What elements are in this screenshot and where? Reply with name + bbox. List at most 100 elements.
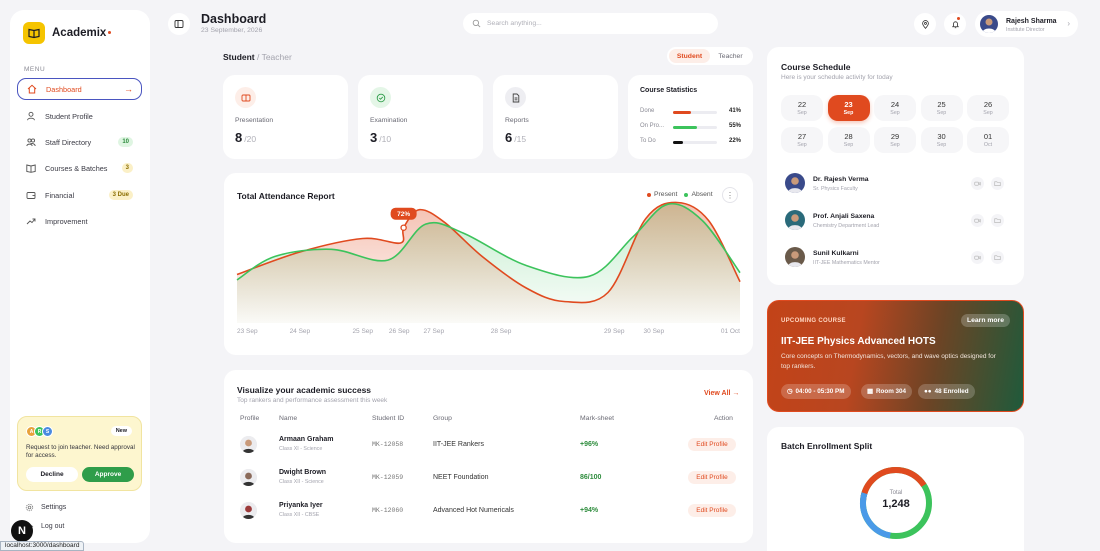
book-icon (26, 163, 36, 173)
presentation-icon (235, 87, 256, 108)
trending-icon (26, 216, 36, 226)
date-chip[interactable]: 26 Sep (967, 95, 1009, 121)
avatar (240, 469, 257, 486)
logo[interactable] (23, 22, 45, 44)
x-tick-label: 01 Oct (721, 328, 740, 335)
legend-swatch-present (647, 192, 651, 197)
video-call-button[interactable] (971, 251, 984, 264)
donut-segment-blue (860, 467, 932, 539)
enrolled-chip: ●● 48 Enrolled (918, 384, 975, 399)
progress-track (673, 141, 717, 144)
date-month: Oct (983, 142, 993, 148)
total-label: Total (889, 490, 903, 496)
location-button[interactable] (914, 13, 936, 35)
legend-present: Present (654, 191, 678, 198)
video-icon (974, 181, 981, 186)
user-icon (26, 111, 36, 121)
sidebar: Academix MENU Dashboard → Student Profil… (10, 10, 150, 543)
segment-student[interactable]: Student (669, 49, 710, 63)
search-bar[interactable] (463, 13, 718, 34)
edit-profile-button[interactable]: Edit Profile (688, 438, 736, 451)
sidebar-item-student-profile[interactable]: Student Profile (17, 105, 142, 127)
sidebar-item-dashboard[interactable]: Dashboard → (17, 78, 142, 100)
sidebar-item-label: Student Profile (45, 111, 93, 121)
document-icon (505, 87, 526, 108)
date-chip[interactable]: 23 Sep (827, 95, 870, 121)
tutor-name: Dr. Rajesh Verma (813, 176, 869, 183)
room-label: Room 304 (875, 388, 907, 395)
message-button[interactable] (991, 214, 1004, 227)
video-call-button[interactable] (971, 214, 984, 227)
home-icon (27, 84, 37, 94)
date-day: 25 (937, 100, 946, 109)
date-chip[interactable]: 27 Sep (781, 127, 823, 153)
courses-count-badge: 3 (121, 163, 133, 173)
sidebar-item-improvement[interactable]: Improvement (17, 210, 142, 232)
tutor-role: Sr. Physics Faculty (813, 186, 858, 192)
mark-sheet-value: 86/100 (580, 474, 602, 481)
academic-subtitle: Top rankers and performance assessment t… (237, 397, 388, 404)
stat-label: Reports (505, 117, 529, 124)
upcoming-tag: UPCOMING COURSE (781, 318, 846, 324)
video-call-button[interactable] (971, 177, 984, 190)
date-chip[interactable]: 24 Sep (874, 95, 916, 121)
search-input[interactable] (487, 20, 687, 27)
user-profile-menu[interactable]: Rajesh Sharma Institute Director › (975, 11, 1078, 37)
avatar (785, 173, 805, 193)
message-button[interactable] (991, 251, 1004, 264)
date-chip[interactable]: 30 Sep (920, 127, 963, 153)
settings-link[interactable]: Settings (25, 503, 66, 512)
avatar: S (42, 426, 53, 437)
view-all-link[interactable]: View All → (704, 390, 740, 397)
stat-card-examination[interactable]: Examination 3/10 (358, 75, 483, 159)
student-group: IIT-JEE Rankers (433, 441, 484, 448)
sidebar-item-courses-batches[interactable]: Courses & Batches 3 (17, 157, 142, 179)
date-month: Sep (797, 110, 807, 116)
column-header: Profile (240, 415, 260, 422)
batch-enrollment-card (767, 427, 1024, 551)
user-role: Institute Director (1006, 27, 1045, 33)
avatar (240, 502, 257, 519)
line-absent (236, 202, 741, 281)
sidebar-item-label: Courses & Batches (45, 163, 108, 173)
row-percent: 22% (728, 138, 741, 144)
edit-profile-button[interactable]: Edit Profile (688, 504, 736, 517)
enrollment-donut (860, 467, 932, 539)
date-chip[interactable]: 29 Sep (874, 127, 916, 153)
date-chip[interactable]: 01 Oct (967, 127, 1009, 153)
decline-button[interactable]: Decline (26, 467, 78, 482)
date-day: 24 (890, 100, 900, 109)
date-chip[interactable]: 22 Sep (781, 95, 823, 121)
student-group: Advanced Hot Numericals (433, 507, 514, 514)
line-present (236, 201, 741, 304)
approve-button[interactable]: Approve (82, 467, 134, 482)
video-icon (974, 218, 981, 223)
bell-icon (951, 20, 959, 28)
sidebar-item-staff-directory[interactable]: Staff Directory 10 (17, 131, 142, 153)
stat-label: Examination (370, 117, 408, 124)
academic-title: Visualize your academic success (237, 385, 372, 395)
stat-card-reports[interactable]: Reports 6/15 (493, 75, 618, 159)
notification-button[interactable] (944, 13, 966, 35)
video-icon (974, 255, 981, 260)
sidebar-item-label: Financial (45, 190, 75, 200)
stat-card-presentation[interactable]: Presentation 8/20 (223, 75, 348, 159)
sidebar-toggle-button[interactable] (168, 13, 190, 35)
date-chip[interactable]: 28 Sep (827, 127, 870, 153)
edit-profile-button[interactable]: Edit Profile (688, 471, 736, 484)
staff-count-badge: 10 (118, 137, 133, 147)
arrow-right-icon: → (124, 84, 133, 94)
chart-legend: Present Absent (640, 191, 713, 198)
chart-more-button[interactable]: ⋮ (722, 187, 738, 203)
role-separator: / (254, 52, 262, 62)
role-other: Teacher (261, 52, 292, 62)
message-button[interactable] (991, 177, 1004, 190)
learn-more-button[interactable]: Learn more (960, 314, 1010, 327)
x-tick-label: 26 Sep (389, 328, 410, 335)
segment-teacher[interactable]: Teacher (718, 52, 743, 60)
stat-row-todo: To Do 22% (640, 137, 741, 147)
page-title: Dashboard (201, 12, 267, 26)
nextjs-dev-badge[interactable]: N (11, 520, 33, 542)
date-chip[interactable]: 25 Sep (920, 95, 963, 121)
sidebar-item-financial[interactable]: Financial 3 Due (17, 184, 142, 206)
